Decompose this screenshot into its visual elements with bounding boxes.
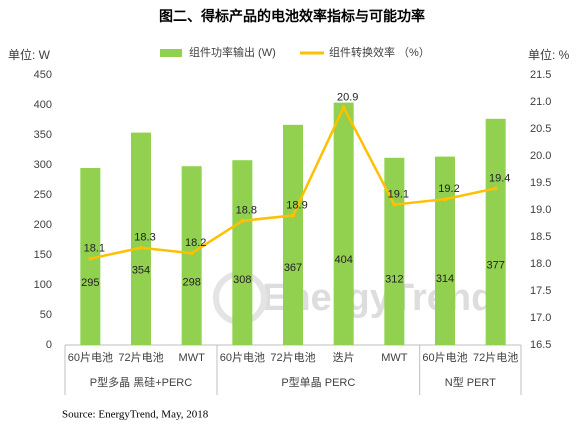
bar-value-label: 298 [182,276,200,288]
y-tick-label: 350 [34,129,52,141]
y2-tick-label: 20.0 [530,150,551,162]
bar [283,124,303,345]
x-tick-label: MWT [179,352,206,364]
y-tick-label: 0 [46,339,52,351]
y-tick-label: 300 [34,159,52,171]
line-value-label: 18.8 [236,205,257,217]
y2-tick-label: 17.5 [530,285,551,297]
line-point [443,197,447,202]
y2-axis-label: 单位: % [528,47,570,62]
x-tick-label: 72片电池 [270,351,315,364]
bar-value-label: 312 [385,273,403,285]
line-point [240,218,245,223]
line-value-label: 19.4 [489,172,510,184]
bar [232,160,253,345]
x-tick-label: 迭片 [333,351,355,364]
y-axis-label: 单位: W [8,47,51,62]
group-label: P型多晶 黑硅+PERC [90,375,192,389]
bar [181,166,202,345]
line-point [341,105,346,110]
x-tick-label: 60片电池 [422,351,467,364]
y2-tick-label: 21.5 [530,69,551,81]
line-value-label: 19.1 [388,189,409,201]
y2-tick-label: 21.0 [530,96,551,108]
bar-value-label: 367 [284,262,302,274]
bar-value-label: 308 [233,274,251,286]
bar [485,118,506,345]
bar [333,102,354,345]
bar [435,156,455,345]
bar-value-label: 314 [436,273,454,285]
y-tick-label: 450 [34,69,52,81]
y2-tick-label: 16.5 [530,339,551,351]
legend-swatch [160,49,182,57]
bar [131,132,151,345]
y2-tick-label: 18.5 [530,231,551,243]
bar [384,157,405,345]
chart-title: 图二、得标产品的电池效率指标与可能功率 [159,8,425,25]
line-point [493,186,498,191]
y2-tick-label: 19.5 [530,177,551,189]
line-point [88,256,93,261]
line-value-label: 20.9 [337,91,358,103]
bar-value-label: 354 [132,265,150,277]
y-tick-label: 200 [34,219,52,231]
line-value-label: 18.9 [286,199,307,211]
x-tick-label: 60片电池 [220,351,265,364]
y2-tick-label: 17.0 [530,312,551,324]
line-point [291,213,295,218]
y-tick-label: 100 [34,279,52,291]
line-value-label: 18.3 [134,232,155,244]
legend-label: 组件功率输出 (W) [189,45,276,59]
y-tick-label: 150 [34,249,52,261]
line-point [189,251,194,256]
bar-value-label: 377 [486,260,504,272]
group-label: N型 PERT [445,375,496,389]
bar-value-label: 404 [334,254,352,266]
line-point [392,202,397,207]
y-tick-label: 250 [34,189,52,201]
x-tick-label: 60片电池 [68,351,113,364]
x-tick-label: MWT [381,352,408,364]
line-value-label: 18.2 [185,237,206,249]
y-tick-label: 400 [34,99,52,111]
y-tick-label: 50 [40,309,52,321]
line-value-label: 18.1 [84,243,105,255]
y2-tick-label: 18.0 [530,258,551,270]
x-tick-label: 72片电池 [473,351,518,364]
line-point [139,245,143,250]
bar [80,168,101,345]
group-label: P型单晶 PERC [281,375,355,389]
legend-label: 组件转换效率 （%） [329,45,430,59]
y2-tick-label: 20.5 [530,123,551,135]
x-tick-label: 72片电池 [118,351,163,364]
y2-tick-label: 19.0 [530,204,551,216]
line-value-label: 19.2 [438,183,459,195]
bar-value-label: 295 [81,277,99,289]
source: Source: EnergyTrend, May, 2018 [62,409,209,421]
